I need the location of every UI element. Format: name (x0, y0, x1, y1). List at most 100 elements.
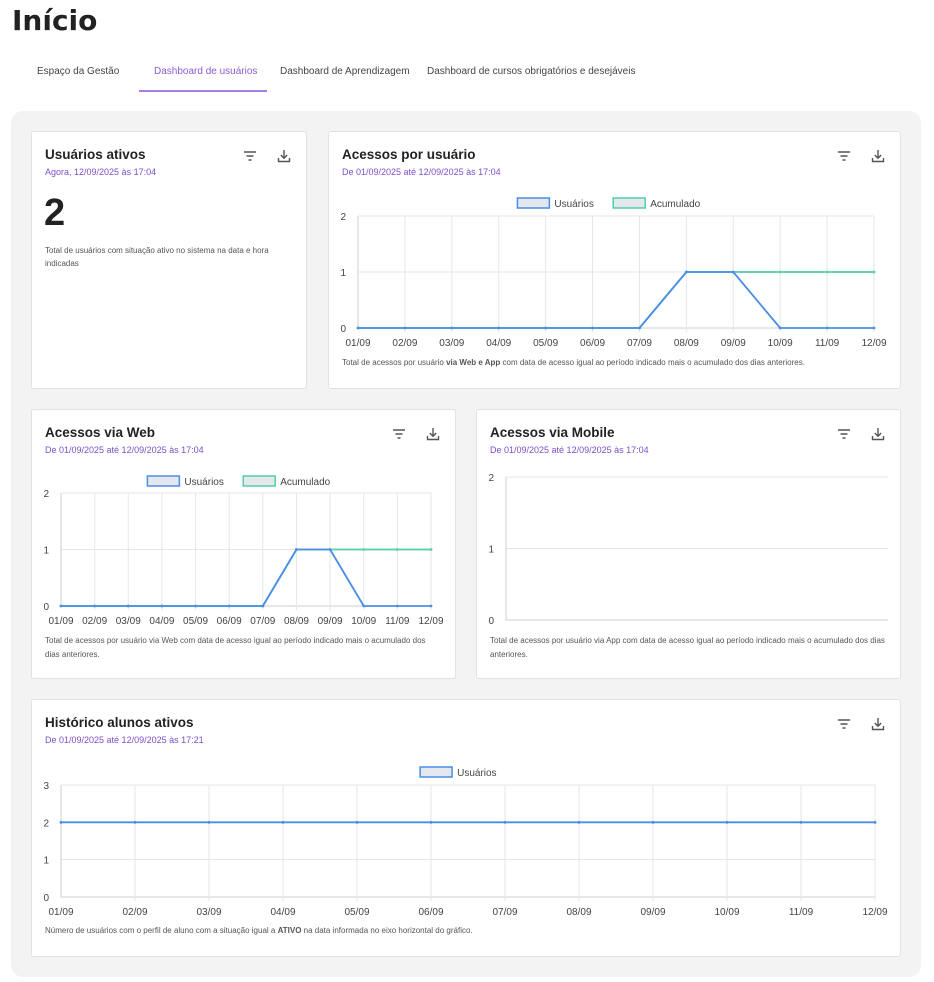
x-tick-label: 03/09 (439, 338, 464, 349)
x-tick-label: 07/09 (627, 338, 652, 349)
point (544, 326, 548, 330)
tab[interactable]: Dashboard de cursos obrigatórios e desej… (427, 66, 636, 77)
point (651, 820, 655, 824)
legend-swatch (146, 475, 181, 487)
y-tick-label: 0 (43, 602, 49, 613)
card-title: Acessos via Web (45, 425, 156, 440)
x-tick-label: 11/09 (815, 338, 840, 349)
filter-button[interactable] (836, 148, 852, 164)
legend-label: Usuários (184, 477, 223, 488)
x-tick-label: 08/09 (284, 616, 309, 627)
tab[interactable]: Espaço da Gestão (37, 66, 120, 77)
download-icon (871, 150, 885, 163)
tab[interactable]: Dashboard de Aprendizagem (280, 66, 410, 77)
chart: 0 1 2 3 01/09 02/09 03/09 04/09 05/09 06/09 07/09 0… (43, 766, 888, 918)
filter-icon (838, 429, 850, 439)
card-subtitle: De 01/09/2025 até 12/09/2025 às 17:04 (45, 445, 204, 455)
note-text: com data de acesso igual ao período indi… (500, 358, 805, 367)
filter-button[interactable] (836, 716, 852, 732)
point (281, 820, 285, 824)
card: Acessos via Mobile De 01/09/2025 até 12/0… (476, 409, 901, 679)
metric-description: Total de usuários com situação ativo no … (45, 246, 269, 268)
download-button[interactable] (276, 148, 292, 164)
point (799, 820, 803, 824)
card: Usuários ativos Agora, 12/09/2025 às 17:0… (31, 131, 307, 389)
legend-swatch (612, 197, 646, 209)
point (778, 326, 782, 330)
series-line (61, 548, 431, 607)
point (872, 270, 876, 274)
point (356, 326, 360, 330)
download-button[interactable] (870, 426, 886, 442)
series-line (358, 271, 874, 329)
point (684, 270, 688, 274)
point (731, 270, 735, 274)
x-tick-label: 07/09 (492, 907, 517, 918)
legend-swatch (516, 197, 551, 209)
point (295, 548, 298, 551)
point (362, 548, 366, 551)
point (328, 548, 332, 551)
download-icon (426, 428, 440, 441)
point (59, 820, 63, 824)
legend-label: Acumulado (280, 477, 330, 488)
y-tick-label: 0 (340, 324, 346, 335)
filter-button[interactable] (242, 148, 258, 164)
download-icon (871, 718, 885, 731)
x-tick-label: 04/09 (486, 338, 511, 349)
download-button[interactable] (870, 148, 886, 164)
point (403, 326, 407, 330)
series-line (358, 271, 874, 329)
x-tick-label: 01/09 (48, 616, 73, 627)
x-tick-label: 11/09 (789, 907, 814, 918)
x-tick-label: 09/09 (721, 338, 746, 349)
filter-button[interactable] (391, 426, 407, 442)
point (503, 820, 507, 824)
point (778, 270, 782, 274)
x-tick-label: 10/09 (351, 616, 376, 627)
x-tick-label: 02/09 (392, 338, 417, 349)
note-text: Total de acessos por usuário (342, 358, 447, 367)
point (450, 326, 454, 330)
x-tick-label: 06/09 (580, 338, 605, 349)
download-button[interactable] (425, 426, 441, 442)
filter-button[interactable] (836, 426, 852, 442)
point (429, 604, 433, 608)
download-button[interactable] (870, 716, 886, 732)
point (497, 326, 501, 330)
x-tick-label: 10/09 (768, 338, 793, 349)
card-subtitle: De 01/09/2025 até 12/09/2025 às 17:04 (490, 445, 649, 455)
x-tick-label: 09/09 (640, 907, 665, 918)
x-tick-label: 09/09 (318, 616, 343, 627)
note-text: ATIVO (277, 926, 302, 935)
metric-value: 2 (44, 192, 66, 234)
point (638, 326, 641, 330)
x-tick-label: 04/09 (149, 616, 174, 627)
point (194, 604, 197, 608)
x-tick-label: 02/09 (82, 616, 107, 627)
point (873, 820, 877, 824)
y-tick-label: 2 (43, 489, 49, 500)
x-tick-label: 11/09 (385, 616, 410, 627)
tab[interactable]: Dashboard de usuários (154, 66, 258, 77)
x-tick-label: 08/09 (674, 338, 699, 349)
point (160, 604, 164, 608)
point (362, 604, 366, 608)
filter-icon (393, 429, 405, 439)
y-tick-label: 3 (43, 781, 49, 792)
y-tick-label: 0 (488, 616, 494, 627)
x-tick-label: 03/09 (196, 907, 221, 918)
download-icon (277, 150, 291, 163)
chart-note: Total de acessos por usuário via Web com… (45, 634, 442, 662)
x-tick-label: 02/09 (122, 907, 147, 918)
series-line (61, 548, 431, 607)
point (395, 548, 399, 551)
y-tick-label: 1 (43, 546, 49, 557)
note-text: Total de acessos por usuário via Web com… (45, 636, 426, 659)
x-tick-label: 05/09 (533, 338, 558, 349)
point (825, 270, 829, 274)
x-tick-label: 12/09 (418, 616, 443, 627)
y-tick-label: 2 (43, 818, 49, 829)
y-tick-label: 1 (43, 856, 49, 867)
